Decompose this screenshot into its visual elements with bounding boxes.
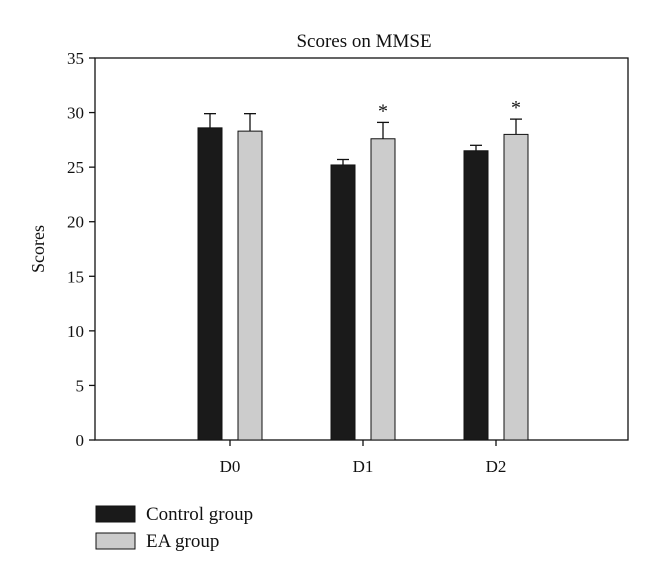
legend-label: EA group bbox=[146, 531, 219, 552]
y-tick-label: 35 bbox=[67, 49, 84, 68]
y-tick-label: 20 bbox=[67, 213, 84, 232]
bar bbox=[237, 130, 263, 441]
x-tick-label: D1 bbox=[353, 457, 374, 476]
legend-swatch bbox=[95, 532, 136, 550]
plot-frame bbox=[94, 57, 629, 441]
y-tick-label: 25 bbox=[67, 158, 84, 177]
legend-label: Control group bbox=[146, 504, 253, 525]
bar bbox=[463, 150, 489, 441]
chart-title: Scores on MMSE bbox=[296, 31, 431, 52]
bar bbox=[330, 164, 356, 441]
legend: Control group EA group bbox=[95, 504, 253, 552]
legend-swatch bbox=[95, 505, 136, 523]
bar bbox=[370, 138, 396, 441]
y-tick-label: 10 bbox=[67, 322, 84, 341]
y-tick-label: 5 bbox=[76, 376, 85, 395]
significance-marker: * bbox=[378, 100, 388, 122]
bar bbox=[197, 127, 223, 441]
y-tick-label: 0 bbox=[76, 431, 85, 450]
y-tick-label: 15 bbox=[67, 267, 84, 286]
significance-marker: * bbox=[511, 97, 521, 119]
bar bbox=[503, 133, 529, 441]
y-tick-label: 30 bbox=[67, 104, 84, 123]
x-tick-label: D0 bbox=[220, 457, 241, 476]
plot-area: 0 5 10 15 20 25 30 35 D0 D1 * D2 * bbox=[67, 49, 629, 476]
x-tick-label: D2 bbox=[486, 457, 507, 476]
y-axis-label: Scores bbox=[28, 225, 48, 273]
